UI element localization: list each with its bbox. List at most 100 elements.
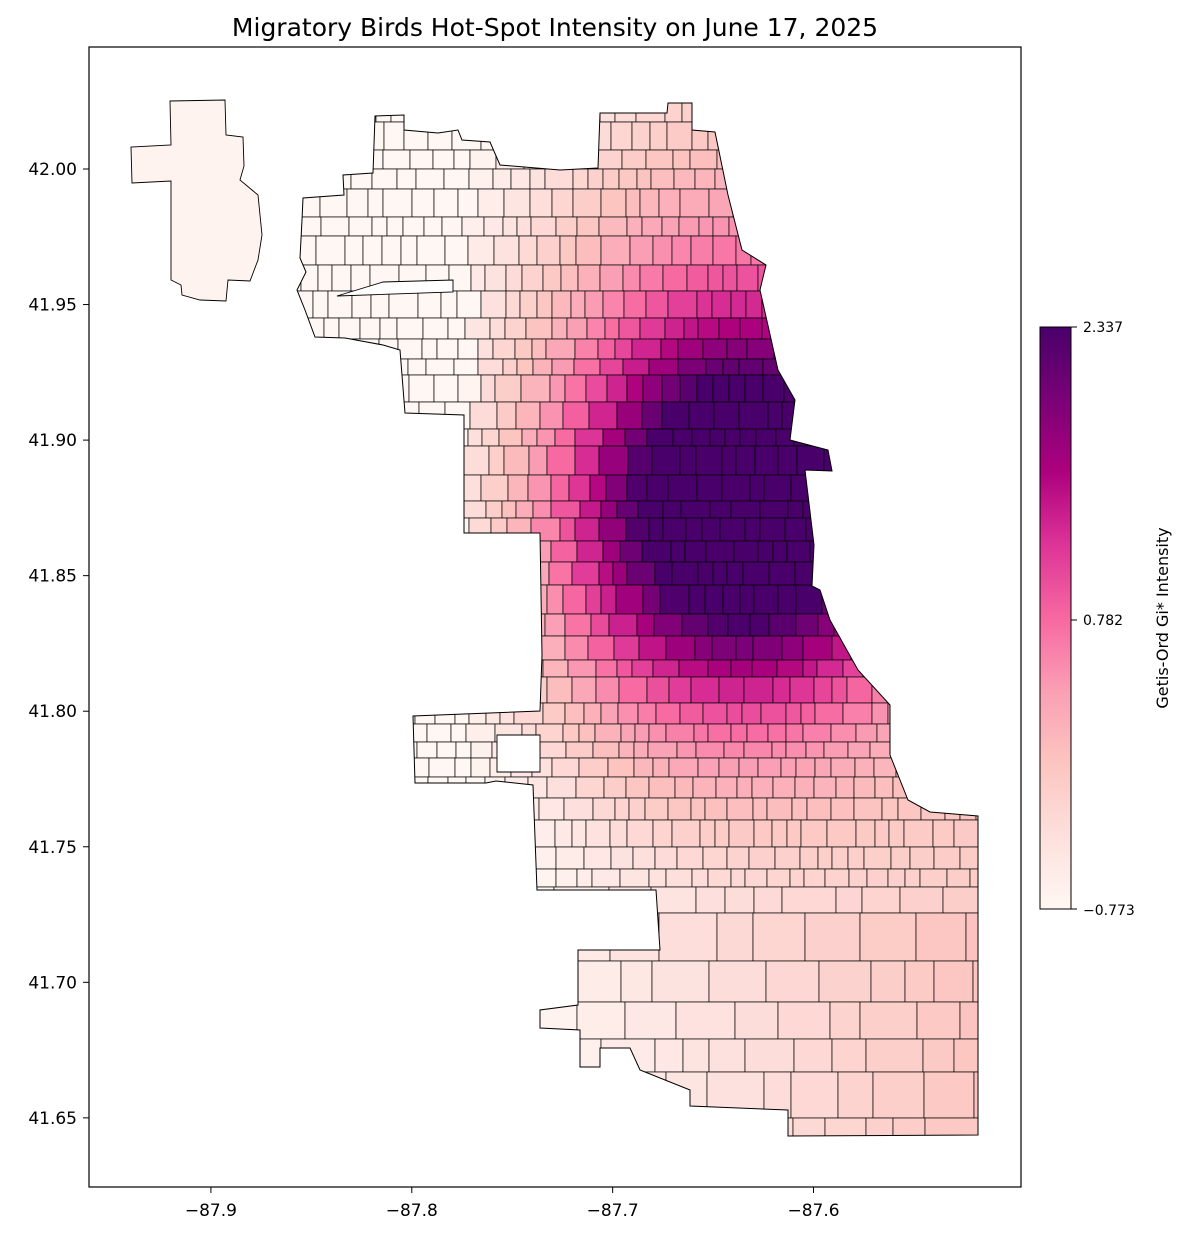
census-tract [519,290,538,319]
census-tract [967,374,978,403]
census-tract [269,846,300,870]
census-tract [440,290,458,319]
census-tract [666,121,693,151]
census-tract [682,1038,710,1073]
census-tract [355,868,377,888]
census-tract [817,613,835,637]
census-tract [842,659,864,678]
census-tract [307,100,327,123]
census-tract [478,960,530,1003]
census-tract [694,168,716,190]
census-tract [551,188,574,218]
census-tract [253,540,278,563]
census-tract [672,149,691,170]
census-tract [393,819,416,848]
census-tract [788,188,807,218]
census-tract [504,317,527,340]
census-tract [142,757,162,778]
census-tract [916,317,944,340]
census-tract [831,676,848,704]
census-tract [502,216,518,237]
census-tract [131,723,144,743]
census-tract [804,912,861,962]
census-tract [323,401,340,430]
census-tract [572,168,589,190]
census-tract [608,886,652,914]
census-tract [728,374,746,403]
census-tract [267,635,291,661]
census-tract [688,401,715,430]
census-tract [302,676,318,704]
census-tract [735,635,754,661]
census-tract [726,702,743,725]
census-tract [296,149,319,170]
census-tract [694,635,713,661]
census-tract [472,819,495,848]
y-tick-label: 41.80 [28,702,77,722]
census-tract [298,846,320,870]
census-tract [866,868,889,888]
census-tract [712,561,728,586]
census-tract [646,428,674,447]
census-tract [705,540,735,563]
census-tract [247,797,267,821]
census-tract [326,474,346,502]
census-tract [933,121,949,151]
census-tract [917,757,945,778]
census-tract [156,517,185,542]
census-tract [355,846,372,870]
census-tract [157,561,184,586]
census-tract [793,428,818,447]
census-tract [707,723,732,743]
census-tract [753,216,782,237]
census-tract [366,776,390,799]
census-tract [734,1001,779,1040]
census-tract [193,613,221,637]
census-tract [414,702,436,725]
census-tract [627,445,653,476]
census-tract [830,264,847,292]
census-tract [626,819,654,848]
census-tract [251,635,269,661]
census-tract [938,659,957,678]
census-tract [966,121,978,151]
census-tract [432,635,450,661]
census-tract [869,584,900,615]
census-tract [470,741,493,759]
census-tract [579,500,602,519]
census-tract [392,584,408,615]
census-tract [338,584,359,615]
census-tract [613,635,640,661]
census-tract [266,188,297,218]
census-tract [395,846,420,870]
census-tract [560,264,579,292]
census-tract [228,868,256,888]
census-tract [333,776,350,799]
census-tract [551,317,568,340]
census-tract [447,561,472,586]
census-tract [913,584,936,615]
census-tract [882,517,899,542]
census-tract [306,338,334,360]
census-tract [821,584,849,615]
census-tract [641,216,663,237]
census-tract [595,659,618,678]
census-tract [959,797,977,821]
census-tract [306,500,325,519]
excluded-area [496,734,541,773]
census-tract [523,149,543,170]
census-tract [408,374,435,403]
census-tract [198,846,227,870]
census-tract [838,561,868,586]
census-tract [824,1117,867,1136]
census-tract [815,264,832,292]
census-tract [164,584,191,615]
census-tract [414,819,432,848]
census-tract [433,374,459,403]
census-tract [696,374,714,403]
census-tract [131,960,183,1003]
census-tract [746,149,763,170]
census-tract [251,428,279,447]
census-tract [690,235,714,266]
census-tract [131,474,151,502]
